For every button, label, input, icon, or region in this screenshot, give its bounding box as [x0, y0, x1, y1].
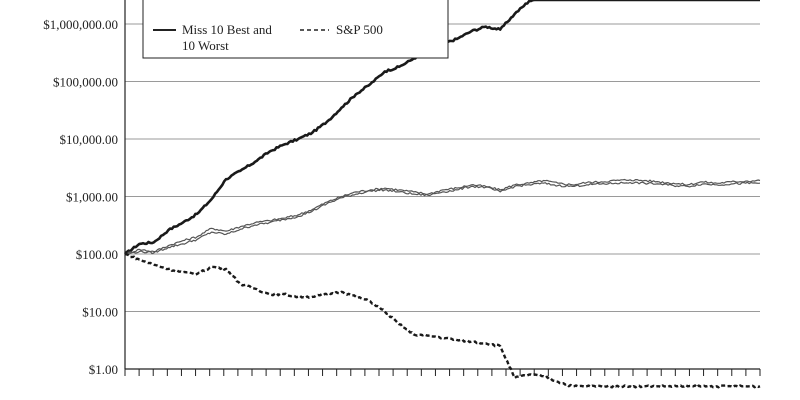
- y-tick-label: $1.00: [89, 362, 118, 377]
- grid-lines: [125, 23, 760, 370]
- y-tick-label: $10.00: [82, 305, 118, 320]
- legend-label-line-2: 10 Worst: [182, 38, 229, 53]
- y-tick-label: $100.00: [76, 247, 118, 262]
- series-line: [124, 178, 761, 255]
- y-tick-label: $10,000.00: [60, 132, 119, 147]
- series-line: [124, 252, 761, 389]
- y-axis-tick-labels: $1,000,000.00 $100,000.00 $10,000.00 $1,000…: [43, 17, 118, 377]
- y-tick-label: $1,000.00: [66, 190, 118, 205]
- y-tick-label: $1,000,000.00: [43, 17, 118, 32]
- legend-box: [142, 0, 449, 59]
- legend-label-sp500: S&P 500: [336, 22, 383, 37]
- legend: Miss 10 Best and 10 Worst S&P 500: [142, 0, 449, 59]
- legend-label-line-1: Miss 10 Best and: [182, 22, 272, 37]
- series-line: [125, 181, 761, 255]
- y-tick-label: $100,000.00: [53, 75, 118, 90]
- x-axis-ticks: [124, 369, 761, 376]
